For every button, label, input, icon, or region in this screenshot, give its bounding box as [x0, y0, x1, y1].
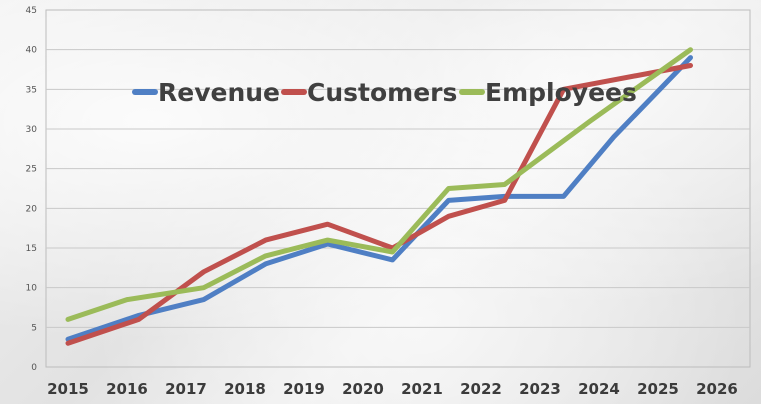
legend-label-employees: Employees [485, 78, 637, 107]
x-tick-label: 2018 [224, 380, 266, 398]
x-tick-label: 2024 [578, 380, 620, 398]
x-tick-label: 2017 [165, 380, 207, 398]
x-tick-label: 2026 [696, 380, 738, 398]
x-tick-label: 2016 [106, 380, 148, 398]
y-axis-ticks: 0 5 10 15 20 25 30 35 40 45 [26, 6, 38, 373]
plot-frame [45, 9, 751, 368]
x-axis-ticks: 2015 2016 2017 2018 2019 2020 2021 2022 2023 2024… [47, 380, 738, 398]
y-tick-label: 5 [31, 323, 37, 333]
y-tick-label: 45 [26, 6, 37, 16]
x-tick-label: 2025 [637, 380, 679, 398]
x-tick-label: 2019 [283, 380, 325, 398]
legend-label-customers: Customers [307, 78, 457, 107]
x-tick-label: 2015 [47, 380, 89, 398]
y-tick-label: 20 [26, 204, 38, 214]
y-tick-label: 25 [26, 165, 37, 175]
y-tick-label: 0 [31, 363, 37, 373]
series-line-employees [65, 47, 693, 322]
y-tick-label: 30 [26, 125, 38, 135]
y-tick-label: 40 [26, 46, 38, 56]
legend: Revenue Customers Employees [132, 78, 637, 107]
x-tick-label: 2021 [401, 380, 443, 398]
x-tick-label: 2022 [460, 380, 502, 398]
grid-lines [46, 49, 750, 328]
y-tick-label: 15 [26, 244, 37, 254]
series-line-revenue [65, 55, 693, 342]
legend-label-revenue: Revenue [158, 78, 280, 107]
series-lines [65, 47, 693, 346]
x-tick-label: 2020 [342, 380, 384, 398]
x-tick-label: 2023 [519, 380, 561, 398]
series-line-customers [65, 63, 693, 346]
y-tick-label: 35 [26, 85, 37, 95]
y-tick-label: 10 [26, 284, 38, 294]
